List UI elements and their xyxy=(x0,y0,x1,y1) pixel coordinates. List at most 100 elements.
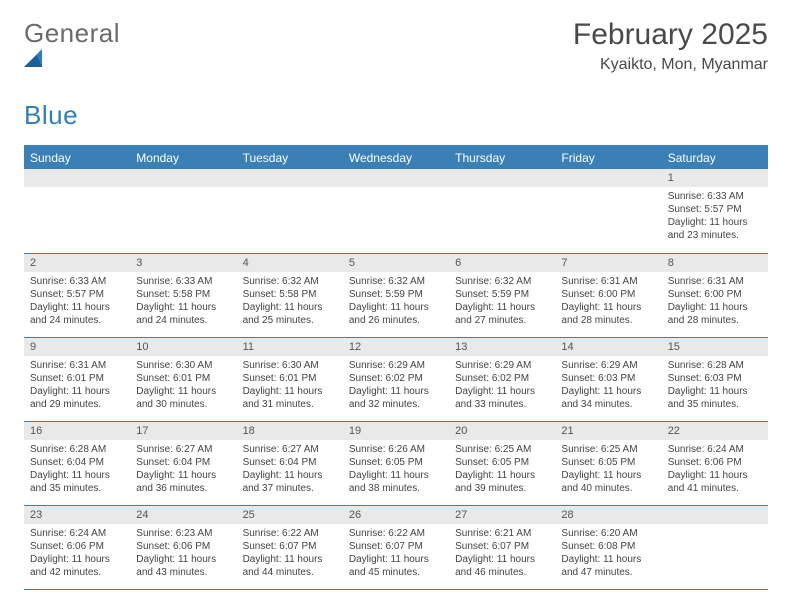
calendar-day-cell: 15Sunrise: 6:28 AMSunset: 6:03 PMDayligh… xyxy=(662,337,768,421)
sunset-text: Sunset: 6:04 PM xyxy=(243,456,337,469)
sunset-text: Sunset: 6:01 PM xyxy=(30,372,124,385)
sunset-text: Sunset: 6:06 PM xyxy=(668,456,762,469)
weekday-header: Saturday xyxy=(662,146,768,169)
sunrise-text: Sunrise: 6:24 AM xyxy=(668,443,762,456)
sunrise-text: Sunrise: 6:31 AM xyxy=(30,359,124,372)
sunrise-text: Sunrise: 6:31 AM xyxy=(561,275,655,288)
sunrise-text: Sunrise: 6:32 AM xyxy=(349,275,443,288)
day-details: Sunrise: 6:30 AMSunset: 6:01 PMDaylight:… xyxy=(237,356,343,417)
day-details: Sunrise: 6:31 AMSunset: 6:00 PMDaylight:… xyxy=(555,272,661,333)
brand-name-a: General xyxy=(24,18,120,48)
day-details: Sunrise: 6:33 AMSunset: 5:57 PMDaylight:… xyxy=(662,187,768,248)
day-number: 14 xyxy=(555,338,661,356)
day-number: 15 xyxy=(662,338,768,356)
calendar-table: Sunday Monday Tuesday Wednesday Thursday… xyxy=(24,145,768,590)
sunrise-text: Sunrise: 6:28 AM xyxy=(30,443,124,456)
day-details: Sunrise: 6:25 AMSunset: 6:05 PMDaylight:… xyxy=(555,440,661,501)
day-details: Sunrise: 6:29 AMSunset: 6:03 PMDaylight:… xyxy=(555,356,661,417)
weekday-header: Monday xyxy=(130,146,236,169)
calendar-day-cell: 24Sunrise: 6:23 AMSunset: 6:06 PMDayligh… xyxy=(130,505,236,589)
sunrise-text: Sunrise: 6:29 AM xyxy=(455,359,549,372)
day-number: 2 xyxy=(24,254,130,272)
day-number: 20 xyxy=(449,422,555,440)
day-details: Sunrise: 6:27 AMSunset: 6:04 PMDaylight:… xyxy=(237,440,343,501)
sunset-text: Sunset: 6:07 PM xyxy=(455,540,549,553)
calendar-day-cell: 8Sunrise: 6:31 AMSunset: 6:00 PMDaylight… xyxy=(662,253,768,337)
month-title: February 2025 xyxy=(573,18,768,52)
day-number xyxy=(662,506,768,524)
calendar-day-cell: 2Sunrise: 6:33 AMSunset: 5:57 PMDaylight… xyxy=(24,253,130,337)
day-number: 25 xyxy=(237,506,343,524)
daylight-text: Daylight: 11 hours and 24 minutes. xyxy=(136,301,230,327)
sunset-text: Sunset: 6:06 PM xyxy=(30,540,124,553)
calendar-day-cell: 27Sunrise: 6:21 AMSunset: 6:07 PMDayligh… xyxy=(449,505,555,589)
calendar-day-cell: 4Sunrise: 6:32 AMSunset: 5:58 PMDaylight… xyxy=(237,253,343,337)
daylight-text: Daylight: 11 hours and 29 minutes. xyxy=(30,385,124,411)
day-number: 6 xyxy=(449,254,555,272)
day-number xyxy=(237,169,343,187)
sunset-text: Sunset: 6:08 PM xyxy=(561,540,655,553)
sunrise-text: Sunrise: 6:26 AM xyxy=(349,443,443,456)
day-number: 4 xyxy=(237,254,343,272)
calendar-body: 1Sunrise: 6:33 AMSunset: 5:57 PMDaylight… xyxy=(24,169,768,589)
day-number xyxy=(343,169,449,187)
sunrise-text: Sunrise: 6:23 AM xyxy=(136,527,230,540)
day-number: 3 xyxy=(130,254,236,272)
day-details: Sunrise: 6:22 AMSunset: 6:07 PMDaylight:… xyxy=(237,524,343,585)
daylight-text: Daylight: 11 hours and 36 minutes. xyxy=(136,469,230,495)
calendar-day-cell: 20Sunrise: 6:25 AMSunset: 6:05 PMDayligh… xyxy=(449,421,555,505)
day-number: 18 xyxy=(237,422,343,440)
day-details: Sunrise: 6:24 AMSunset: 6:06 PMDaylight:… xyxy=(24,524,130,585)
sunrise-text: Sunrise: 6:27 AM xyxy=(136,443,230,456)
day-details: Sunrise: 6:28 AMSunset: 6:04 PMDaylight:… xyxy=(24,440,130,501)
sunset-text: Sunset: 5:57 PM xyxy=(668,203,762,216)
day-details: Sunrise: 6:32 AMSunset: 5:59 PMDaylight:… xyxy=(449,272,555,333)
calendar-day-cell: 25Sunrise: 6:22 AMSunset: 6:07 PMDayligh… xyxy=(237,505,343,589)
sunrise-text: Sunrise: 6:22 AM xyxy=(243,527,337,540)
sunset-text: Sunset: 5:59 PM xyxy=(349,288,443,301)
calendar-day-cell: 1Sunrise: 6:33 AMSunset: 5:57 PMDaylight… xyxy=(662,169,768,253)
day-details: Sunrise: 6:26 AMSunset: 6:05 PMDaylight:… xyxy=(343,440,449,501)
sunrise-text: Sunrise: 6:29 AM xyxy=(349,359,443,372)
weekday-header: Friday xyxy=(555,146,661,169)
calendar-day-cell xyxy=(662,505,768,589)
brand-name-b: Blue xyxy=(24,100,78,130)
daylight-text: Daylight: 11 hours and 40 minutes. xyxy=(561,469,655,495)
sunrise-text: Sunrise: 6:32 AM xyxy=(455,275,549,288)
sunrise-text: Sunrise: 6:22 AM xyxy=(349,527,443,540)
calendar-day-cell: 10Sunrise: 6:30 AMSunset: 6:01 PMDayligh… xyxy=(130,337,236,421)
sunset-text: Sunset: 6:07 PM xyxy=(243,540,337,553)
day-number: 9 xyxy=(24,338,130,356)
day-details: Sunrise: 6:20 AMSunset: 6:08 PMDaylight:… xyxy=(555,524,661,585)
daylight-text: Daylight: 11 hours and 47 minutes. xyxy=(561,553,655,579)
day-number: 28 xyxy=(555,506,661,524)
day-number: 10 xyxy=(130,338,236,356)
daylight-text: Daylight: 11 hours and 39 minutes. xyxy=(455,469,549,495)
day-details: Sunrise: 6:33 AMSunset: 5:58 PMDaylight:… xyxy=(130,272,236,333)
sunset-text: Sunset: 6:05 PM xyxy=(561,456,655,469)
daylight-text: Daylight: 11 hours and 25 minutes. xyxy=(243,301,337,327)
day-details: Sunrise: 6:23 AMSunset: 6:06 PMDaylight:… xyxy=(130,524,236,585)
calendar-day-cell: 22Sunrise: 6:24 AMSunset: 6:06 PMDayligh… xyxy=(662,421,768,505)
calendar-day-cell: 18Sunrise: 6:27 AMSunset: 6:04 PMDayligh… xyxy=(237,421,343,505)
weekday-header: Sunday xyxy=(24,146,130,169)
calendar-day-cell: 5Sunrise: 6:32 AMSunset: 5:59 PMDaylight… xyxy=(343,253,449,337)
day-details: Sunrise: 6:27 AMSunset: 6:04 PMDaylight:… xyxy=(130,440,236,501)
daylight-text: Daylight: 11 hours and 23 minutes. xyxy=(668,216,762,242)
calendar-day-cell xyxy=(24,169,130,253)
daylight-text: Daylight: 11 hours and 44 minutes. xyxy=(243,553,337,579)
day-details: Sunrise: 6:33 AMSunset: 5:57 PMDaylight:… xyxy=(24,272,130,333)
day-details: Sunrise: 6:25 AMSunset: 6:05 PMDaylight:… xyxy=(449,440,555,501)
day-number: 13 xyxy=(449,338,555,356)
daylight-text: Daylight: 11 hours and 35 minutes. xyxy=(668,385,762,411)
day-details: Sunrise: 6:24 AMSunset: 6:06 PMDaylight:… xyxy=(662,440,768,501)
sunrise-text: Sunrise: 6:33 AM xyxy=(668,190,762,203)
sunrise-text: Sunrise: 6:27 AM xyxy=(243,443,337,456)
sunset-text: Sunset: 6:05 PM xyxy=(455,456,549,469)
sunrise-text: Sunrise: 6:21 AM xyxy=(455,527,549,540)
weekday-header: Tuesday xyxy=(237,146,343,169)
day-details: Sunrise: 6:32 AMSunset: 5:59 PMDaylight:… xyxy=(343,272,449,333)
weekday-header-row: Sunday Monday Tuesday Wednesday Thursday… xyxy=(24,146,768,169)
sunset-text: Sunset: 6:04 PM xyxy=(30,456,124,469)
sunset-text: Sunset: 6:04 PM xyxy=(136,456,230,469)
